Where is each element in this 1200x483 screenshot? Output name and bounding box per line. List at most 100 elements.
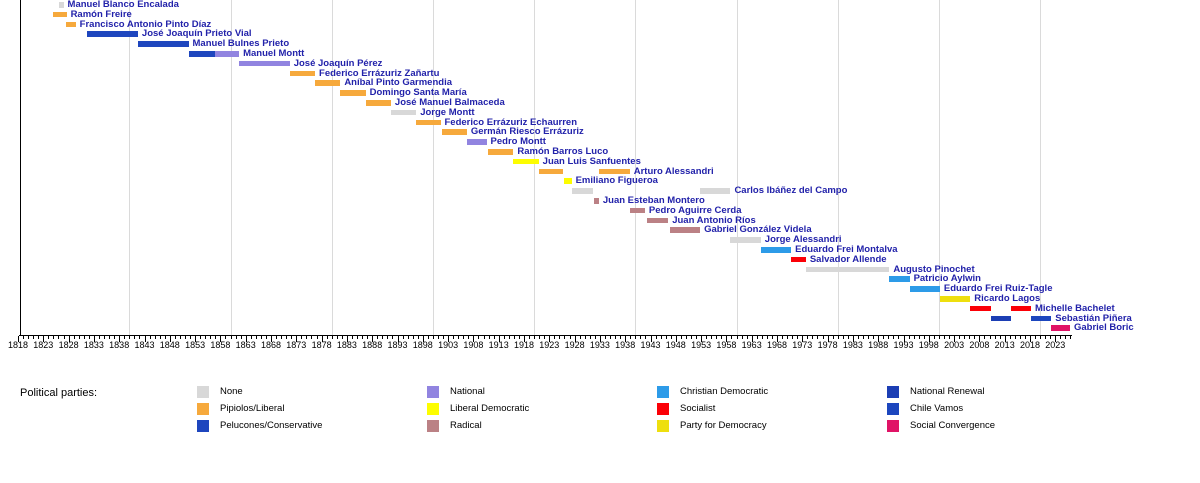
gridline-2020: [1040, 0, 1042, 335]
minor-tick-1969: [782, 335, 784, 339]
minor-tick-2024: [1060, 335, 1062, 339]
minor-tick-1939: [630, 335, 632, 339]
major-tick-1973: [802, 335, 804, 342]
major-tick-1968: [777, 335, 778, 342]
minor-tick-1944: [655, 335, 657, 339]
label-ramon-barros-luco: Ramón Barros Luco: [517, 146, 609, 157]
minor-tick-1924: [554, 335, 556, 339]
minor-tick-2002: [949, 335, 951, 339]
minor-tick-1959: [731, 335, 733, 339]
tick-label-1823: 1823: [33, 340, 54, 350]
gridline-1960: [736, 0, 738, 335]
major-tick-1848: [169, 335, 171, 342]
minor-tick-2026: [1070, 335, 1072, 339]
tick-label-1883: 1883: [336, 340, 357, 350]
bar-gabriel-boric-term-1: [1051, 325, 1070, 331]
bar-manuel-blanco-encalada-term-1: [59, 2, 64, 8]
major-tick-1953: [701, 335, 703, 342]
minor-tick-1849: [174, 335, 176, 339]
major-tick-1978: [827, 335, 829, 342]
minor-tick-1970: [787, 335, 789, 339]
bar-francisco-antonio-pinto-diaz-term-1: [65, 21, 76, 28]
minor-tick-1819: [23, 335, 25, 339]
minor-tick-1857: [215, 335, 217, 339]
minor-tick-1835: [104, 335, 106, 339]
minor-tick-1929: [579, 335, 581, 339]
minor-tick-1977: [822, 335, 824, 339]
tick-label-1868: 1868: [260, 340, 282, 350]
minor-tick-1917: [518, 335, 520, 339]
legend-label-party_for_democracy: Party for Democracy: [680, 420, 767, 431]
label-jose-joaquin-prieto-vial: José Joaquín Prieto Vial: [141, 28, 252, 40]
minor-tick-1972: [797, 335, 799, 339]
minor-tick-1870: [281, 335, 283, 339]
minor-tick-2020: [1040, 335, 1042, 339]
major-tick-1888: [372, 335, 374, 342]
minor-tick-1911: [488, 335, 490, 339]
legend-label-liberal_democratic: Liberal Democratic: [450, 403, 530, 414]
legend-label-national_renewal: National Renewal: [910, 386, 985, 397]
label-francisco-antonio-pinto-diaz: Francisco Antonio Pinto Díaz: [79, 18, 212, 30]
minor-tick-1825: [53, 335, 55, 339]
gridline-1860: [230, 0, 232, 335]
legend-label-radical: Radical: [450, 420, 482, 431]
minor-tick-1821: [33, 335, 35, 339]
minor-tick-1900: [432, 335, 434, 339]
minor-tick-1875: [306, 335, 308, 339]
legend-label-chile_vamos: Chile Vamos: [910, 403, 964, 414]
major-tick-2013: [1004, 335, 1006, 342]
tick-label-1863: 1863: [235, 340, 256, 350]
minor-tick-2014: [1009, 335, 1011, 339]
minor-tick-1926: [564, 335, 566, 339]
major-tick-1828: [68, 335, 70, 342]
minor-tick-1832: [88, 335, 90, 339]
major-tick-1958: [726, 335, 728, 342]
x-axis-line: [18, 334, 1073, 336]
tick-label-1933: 1933: [589, 340, 610, 350]
bar-sebastian-pinera-term-2: [1031, 315, 1052, 322]
tick-label-1953: 1953: [691, 340, 712, 350]
tick-label-2003: 2003: [944, 340, 965, 350]
minor-tick-1891: [387, 335, 389, 339]
major-tick-1843: [144, 335, 146, 342]
legend-swatch-pelucones_conservative: [197, 420, 209, 432]
tick-label-1988: 1988: [868, 340, 889, 350]
minor-tick-1894: [402, 335, 404, 339]
label-pedro-montt: Pedro Montt: [490, 136, 546, 148]
minor-tick-1855: [205, 335, 207, 339]
minor-tick-1909: [478, 335, 480, 339]
minor-tick-2006: [969, 335, 971, 339]
label-arturo-alessandri: Arturo Alessandri: [633, 165, 714, 177]
bar-ramon-barros-luco-term-1: [488, 149, 514, 155]
minor-tick-2009: [984, 335, 986, 339]
minor-tick-1991: [893, 335, 895, 339]
minor-tick-2025: [1065, 335, 1067, 339]
tick-label-1923: 1923: [539, 340, 560, 350]
minor-tick-1990: [888, 335, 890, 339]
minor-tick-1904: [453, 335, 455, 339]
minor-tick-1956: [716, 335, 718, 339]
minor-tick-1997: [923, 335, 925, 339]
minor-tick-1860: [230, 335, 232, 339]
y-axis-line: [19, 0, 21, 335]
minor-tick-1895: [407, 335, 409, 339]
minor-tick-1851: [184, 335, 186, 339]
minor-tick-1992: [898, 335, 900, 339]
minor-tick-1826: [58, 335, 60, 339]
bar-gabriel-gonzalez-videla-term-1: [669, 227, 701, 233]
bar-juan-luis-sanfuentes-term-1: [513, 158, 539, 165]
minor-tick-1974: [807, 335, 809, 339]
tick-label-1963: 1963: [741, 340, 762, 350]
minor-tick-2004: [959, 335, 961, 339]
bar-federico-errazuriz-zanartu-term-1: [289, 70, 316, 77]
minor-tick-1890: [382, 335, 384, 339]
label-manuel-montt: Manuel Montt: [243, 48, 305, 59]
legend-swatch-national: [427, 386, 439, 398]
minor-tick-1947: [670, 335, 672, 339]
bar-jose-manuel-balmaceda-term-1: [365, 100, 391, 106]
minor-tick-1937: [620, 335, 622, 339]
gridline-1900: [432, 0, 434, 335]
minor-tick-1935: [610, 335, 612, 339]
label-federico-errazuriz-echaurren: Federico Errázuriz Echaurren: [444, 116, 578, 128]
